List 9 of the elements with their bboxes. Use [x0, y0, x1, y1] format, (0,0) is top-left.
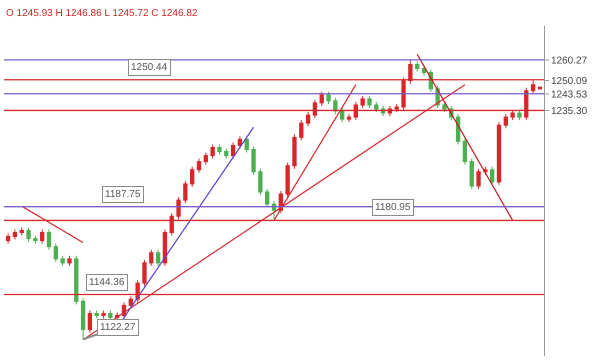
ref-line-label: 1250.44	[131, 62, 168, 73]
y-tick-label: 1243.53	[551, 89, 588, 100]
y-tick-label: 1235.30	[551, 106, 588, 117]
y-tick-label: 1260.27	[551, 55, 588, 66]
text: O 1245.93 H 1246.86 L 1245.72 C 1246.82	[6, 8, 198, 19]
ref-line-label: 1180.95	[375, 202, 411, 213]
ref-line-label: 1187.75	[105, 189, 141, 200]
y-tick-label: 1250.09	[551, 76, 588, 87]
ref-line-label: 1144.36	[89, 277, 125, 288]
